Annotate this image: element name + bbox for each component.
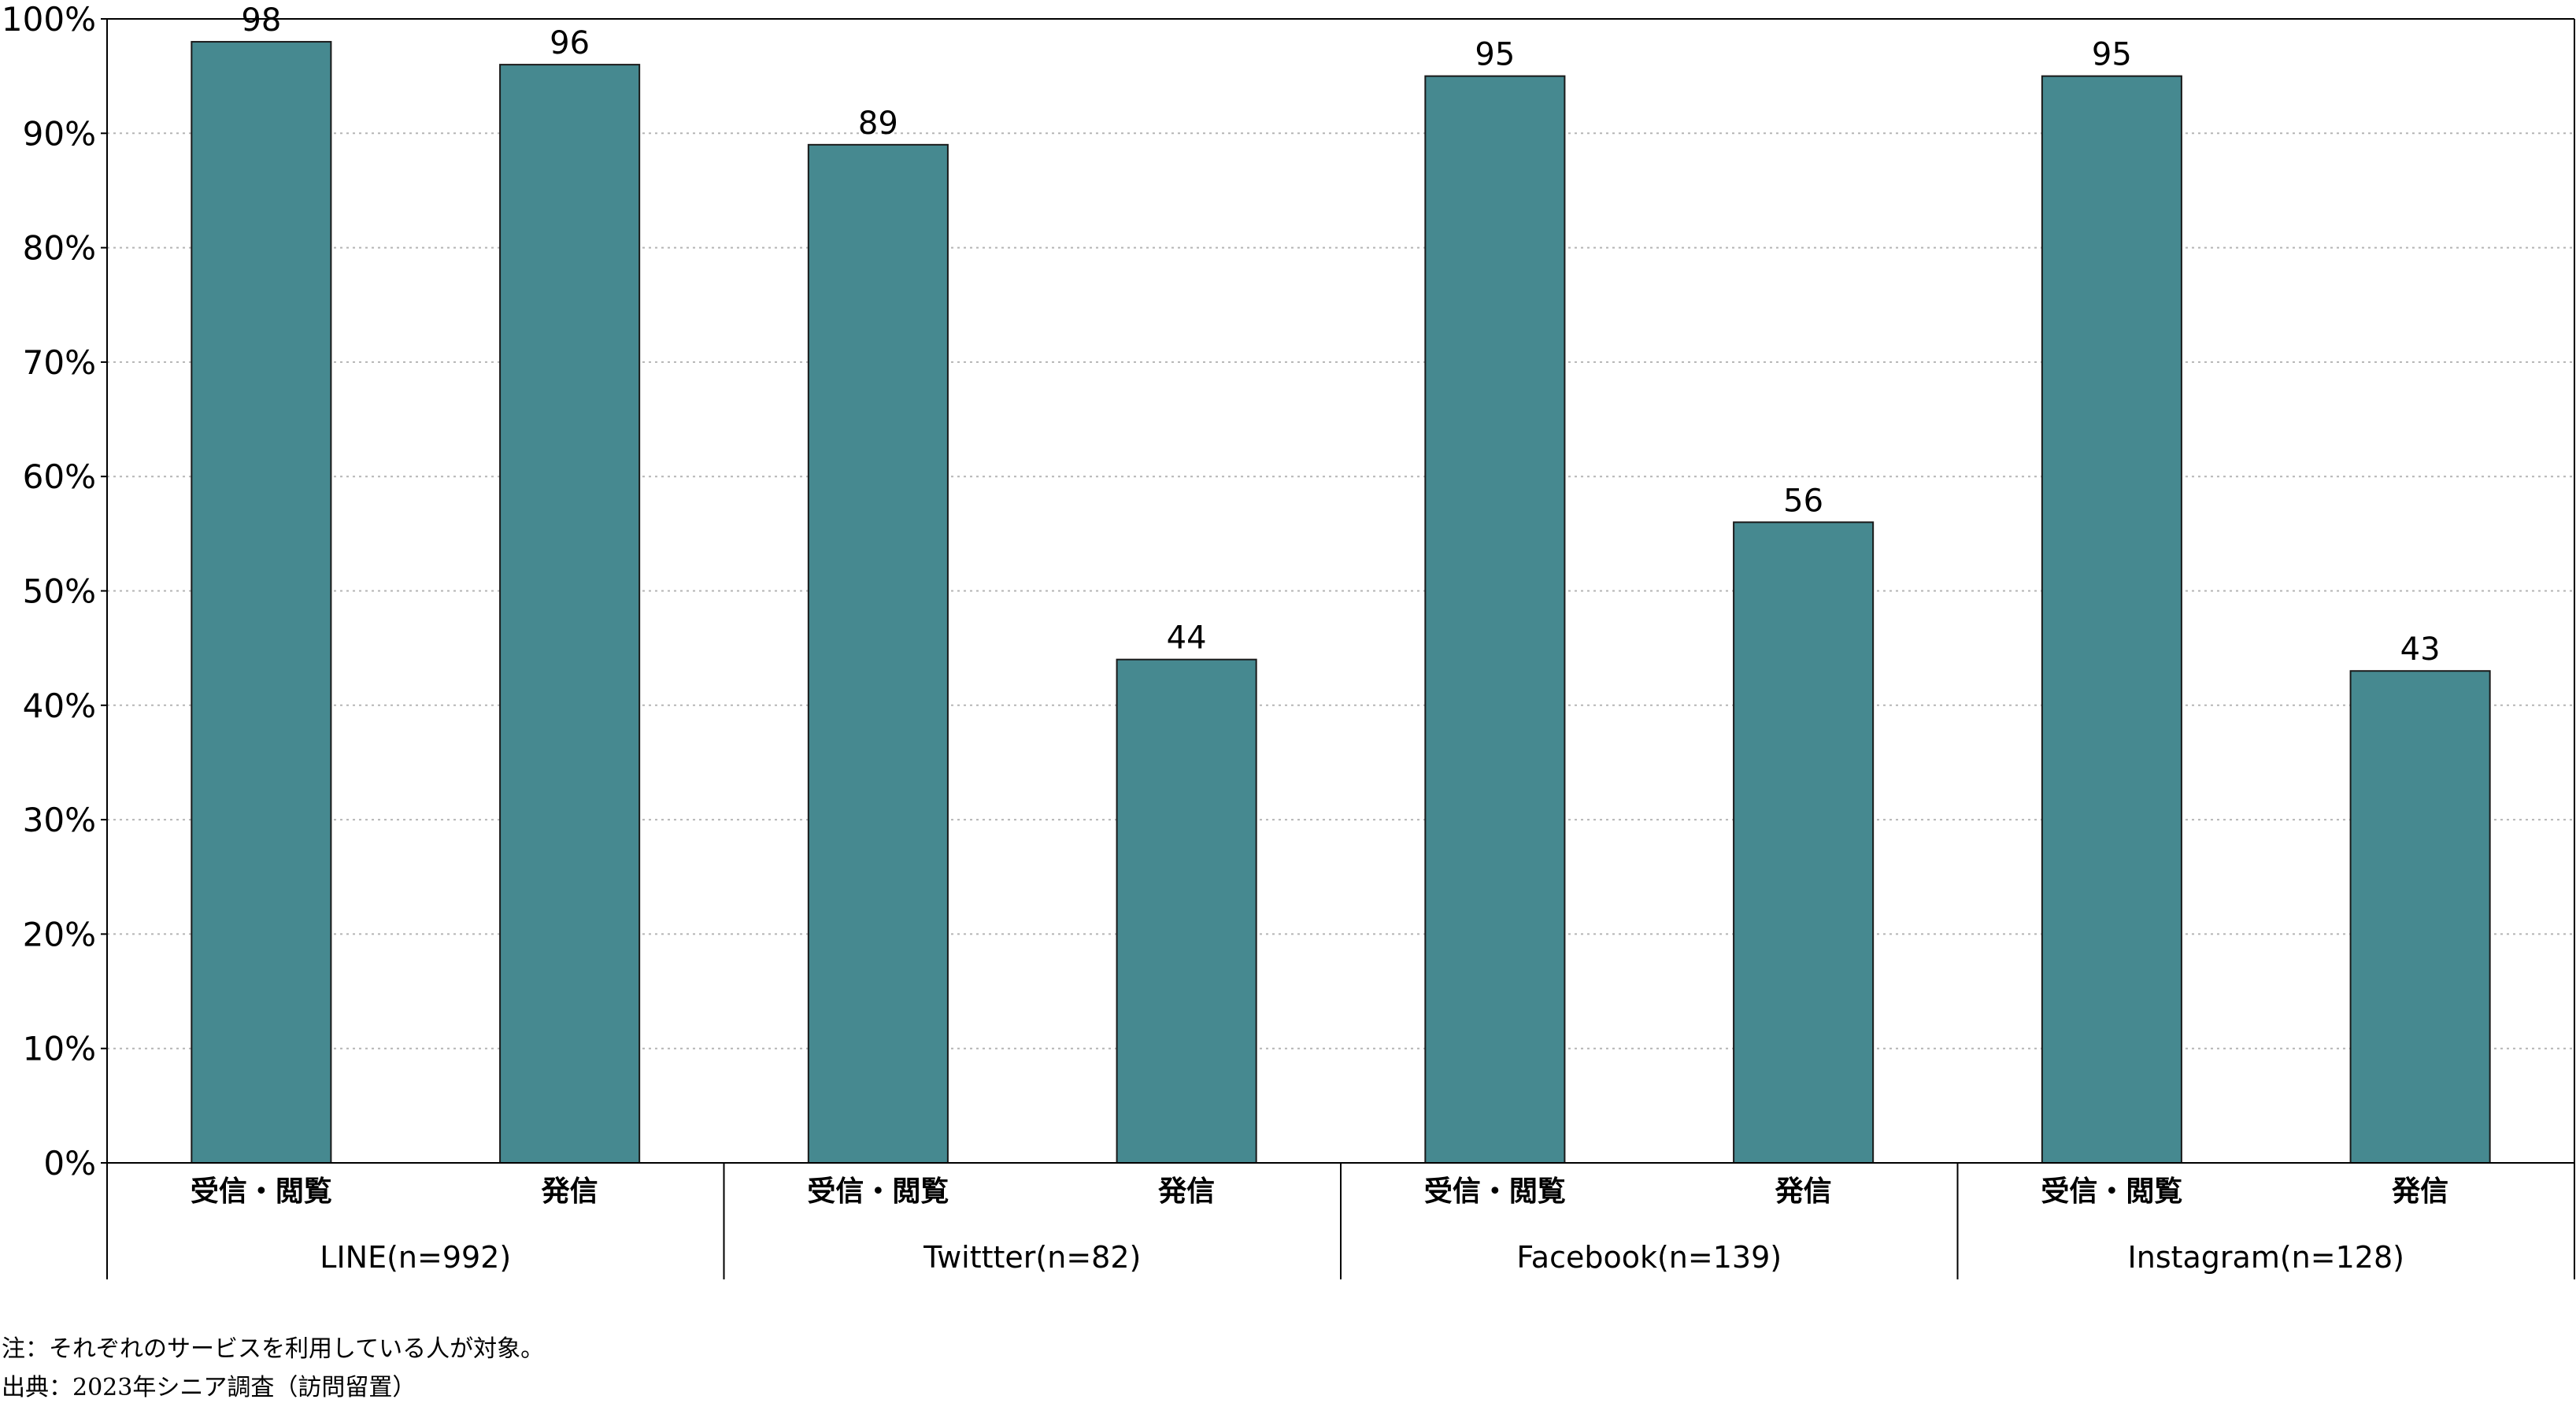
x-group-label: Instagram(n=128) [2128,1240,2404,1275]
x-category-label: 発信 [1158,1175,1215,1208]
x-group-label: Facebook(n=139) [1516,1240,1782,1275]
data-label: 95 [1475,37,1515,73]
x-category-label: 発信 [2392,1175,2448,1208]
source-note: 出典：2023年シニア調査（訪問留置） [2,1374,416,1401]
x-category-label: 発信 [1775,1175,1832,1208]
y-tick-label: 70% [23,343,96,382]
bar [2041,75,2182,1164]
labels: 0% 10% 20% 30% 40% 50% 60% 70% 80% 90% 100% 98 受信・閲覧… [2,0,2448,1275]
x-category-label: 受信・閲覧 [2041,1175,2182,1208]
y-tick-label: 100% [2,0,96,39]
data-label: 98 [241,2,281,39]
bar [2349,670,2491,1164]
bar [1733,521,1875,1164]
grid-lines [107,132,2574,1049]
y-tick-label: 10% [23,1030,96,1068]
x-group-label: LINE(n=992) [320,1240,511,1275]
data-label: 44 [1167,620,1207,657]
data-label: 56 [1783,483,1823,519]
x-category-label: 発信 [542,1175,598,1208]
footnote: 注：それぞれのサービスを利用している人が対象。 [2,1335,545,1363]
data-label: 96 [550,25,590,61]
y-tick-label: 80% [23,229,96,268]
data-label: 89 [858,106,898,142]
y-tick-label: 50% [23,572,96,611]
y-tick-label: 90% [23,114,96,153]
x-category-label: 受信・閲覧 [191,1175,332,1208]
bars [191,41,2491,1164]
y-tick-label: 0% [43,1144,96,1183]
y-tick-label: 30% [23,801,96,839]
data-label: 43 [2400,631,2441,668]
data-label: 95 [2092,37,2132,73]
x-group-label: Twittter(n=82) [923,1240,1141,1275]
y-tick-label: 60% [23,457,96,496]
bar [1116,658,1257,1164]
y-tick-label: 40% [23,687,96,725]
x-category-label: 受信・閲覧 [1424,1175,1566,1208]
bar [1424,75,1566,1164]
axes [101,18,2575,1279]
x-category-label: 受信・閲覧 [807,1175,949,1208]
bar [499,64,641,1164]
bar [807,143,949,1164]
bar [191,41,332,1164]
y-tick-label: 20% [23,915,96,953]
